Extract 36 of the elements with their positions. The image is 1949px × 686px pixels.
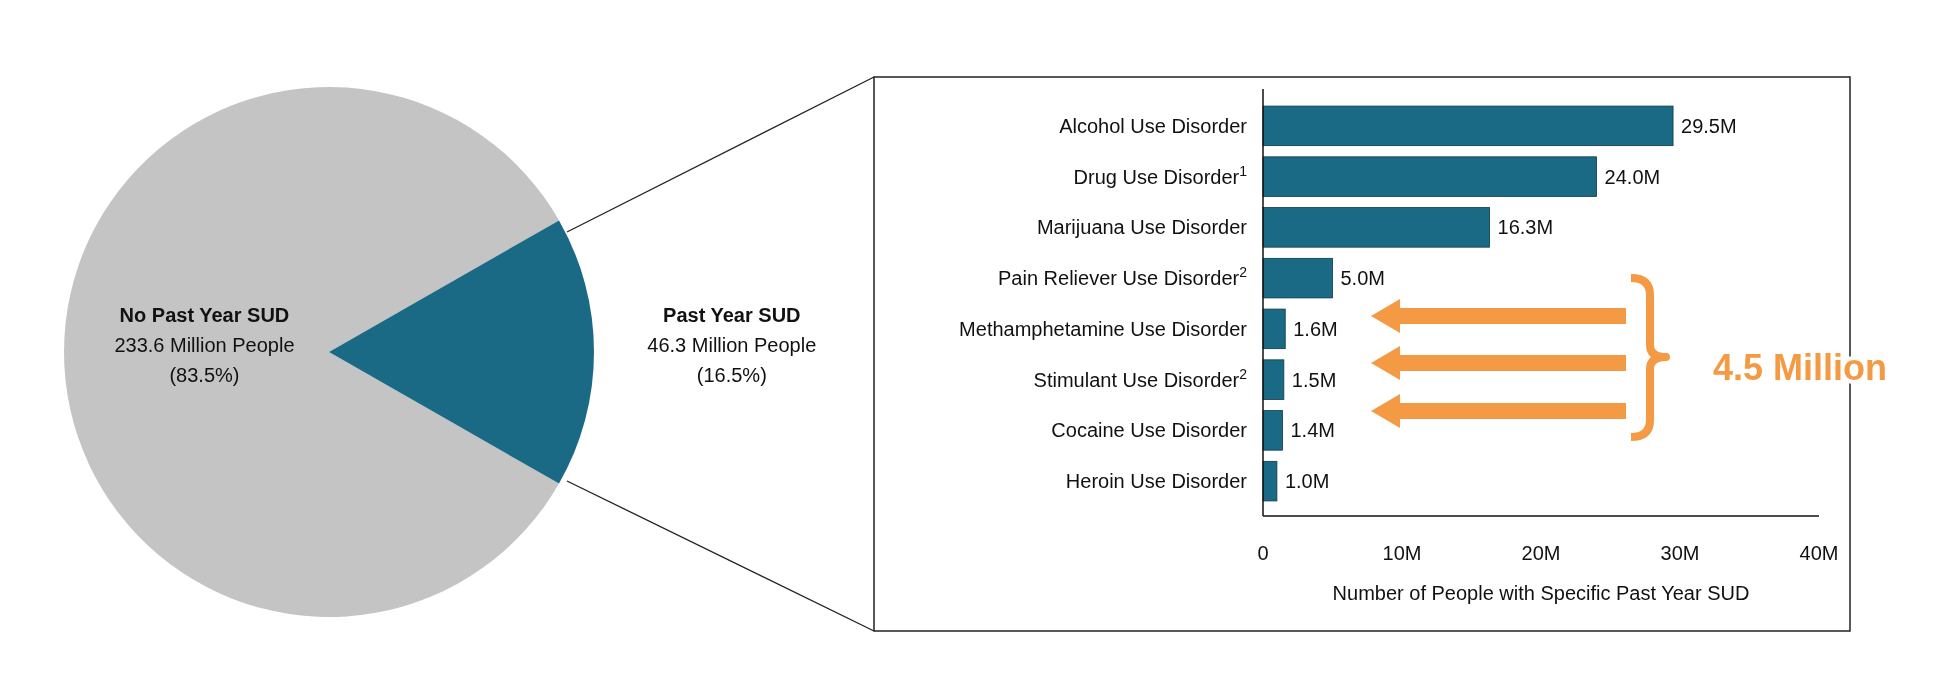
y-tick-label: Drug Use Disorder$^{1}$ xyxy=(1073,162,1248,188)
data-label: 5.0M xyxy=(1340,267,1385,290)
bar xyxy=(1262,308,1286,350)
y-tick-label: Methamphetamine Use Disorder xyxy=(959,317,1248,340)
bar xyxy=(1262,460,1278,502)
y-tick-label: Pain Reliever Use Disorder$^{2}$ xyxy=(998,264,1248,290)
pie-slice xyxy=(64,87,560,617)
y-tick-label: Alcohol Use Disorder xyxy=(1059,114,1248,137)
data-label: 16.3M xyxy=(1497,216,1554,239)
x-tick-label: 0 xyxy=(1257,542,1269,564)
x-tick-label: 30M xyxy=(1660,542,1700,564)
bar xyxy=(1262,257,1333,299)
data-label: 233.6 Million People (83.5%) xyxy=(114,334,295,386)
x-tick-label: 40M xyxy=(1799,542,1839,564)
slice-label: No Past Year SUD xyxy=(119,304,290,326)
bar xyxy=(1262,156,1597,197)
y-tick-label: Heroin Use Disorder xyxy=(1065,470,1248,493)
data-label: 1.4M xyxy=(1290,419,1335,442)
bar xyxy=(1262,105,1674,147)
data-label: 29.5M xyxy=(1681,114,1737,137)
x-tick-label: 20M xyxy=(1521,542,1561,564)
bar xyxy=(1262,410,1283,451)
data-label: 1.5M xyxy=(1291,368,1337,391)
y-tick-label: Cocaine Use Disorder xyxy=(1051,419,1248,442)
slice-label: Past Year SUD xyxy=(663,304,801,326)
data-label: 24.0M xyxy=(1604,165,1661,188)
data-label: 1.6M xyxy=(1293,317,1338,340)
data-label: 46.3 Million People (16.5%) xyxy=(647,334,817,386)
x-tick-label: 10M xyxy=(1382,542,1422,564)
pie-slice xyxy=(329,220,594,484)
data-label: 1.0M xyxy=(1284,470,1330,493)
x-axis-title: Number of People with Specific Past Year SUD xyxy=(1332,582,1750,604)
bar xyxy=(1262,359,1285,400)
y-tick-label: Marijuana Use Disorder xyxy=(1036,216,1248,239)
bar xyxy=(1262,207,1490,248)
y-tick-label: Stimulant Use Disorder$^{2}$ xyxy=(1033,365,1248,391)
